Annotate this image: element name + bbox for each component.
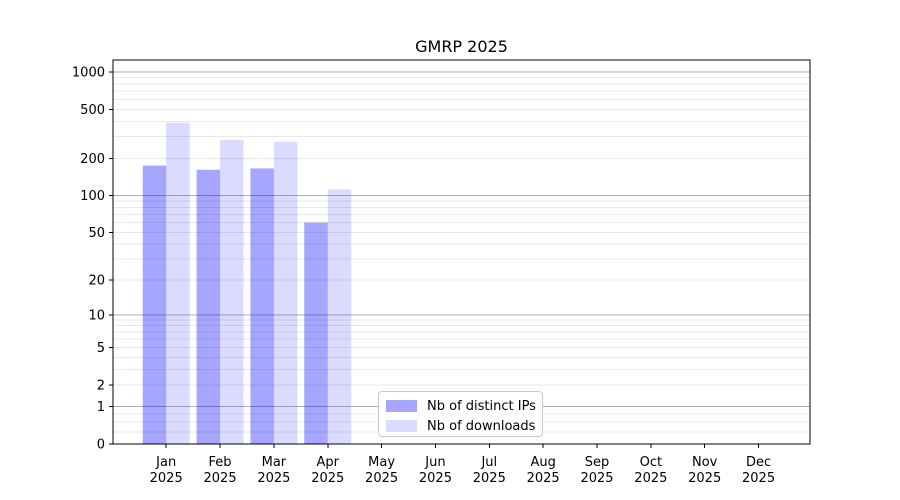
x-tick-label-year: 2025 <box>688 471 721 486</box>
axes-frame <box>112 59 811 445</box>
y-tick-label: 0 <box>97 438 105 453</box>
x-tick-label-year: 2025 <box>365 471 398 486</box>
y-tick-label: 100 <box>80 189 105 204</box>
y-tick-label: 1000 <box>72 66 105 81</box>
legend-label-distinct-ips: Nb of distinct IPs <box>427 398 536 414</box>
legend-swatch-distinct-ips <box>386 400 417 412</box>
x-tick-label-month: Jan <box>155 455 176 470</box>
legend: Nb of distinct IPs Nb of downloads <box>378 391 543 437</box>
y-tick-label: 5 <box>97 341 105 356</box>
x-tick-label-year: 2025 <box>742 471 775 486</box>
legend-label-downloads: Nb of downloads <box>427 418 536 434</box>
x-tick-label-year: 2025 <box>150 471 183 486</box>
x-tick-label-year: 2025 <box>634 471 667 486</box>
x-tick-label-year: 2025 <box>311 471 344 486</box>
x-tick-label-month: Aug <box>530 455 555 470</box>
x-tick-label-year: 2025 <box>257 471 290 486</box>
y-tick-label: 200 <box>80 152 105 167</box>
x-tick-label-year: 2025 <box>473 471 506 486</box>
x-tick-label-month: Mar <box>262 455 287 470</box>
x-tick-label-month: Oct <box>640 455 662 470</box>
bar-downloads-mar <box>273 141 298 444</box>
y-tick-label: 10 <box>88 308 105 323</box>
y-tick-label: 50 <box>88 226 105 241</box>
x-tick-label-month: Dec <box>746 455 771 470</box>
bar-downloads-feb <box>220 139 244 444</box>
bar-distinct-ips-jan <box>142 165 167 445</box>
x-tick-label-month: Apr <box>317 455 340 470</box>
bar-distinct-ips-mar <box>250 168 274 444</box>
x-tick-label-month: Nov <box>692 455 718 470</box>
x-tick-label-month: Sep <box>585 455 610 470</box>
bar-downloads-jan <box>166 122 190 445</box>
x-tick-label-year: 2025 <box>419 471 452 486</box>
x-tick-label-month: Feb <box>209 455 232 470</box>
y-tick-label: 20 <box>88 274 105 289</box>
legend-item-downloads: Nb of downloads <box>386 417 542 435</box>
bar-distinct-ips-apr <box>304 222 328 444</box>
x-tick-label-year: 2025 <box>204 471 237 486</box>
y-tick-label: 1 <box>97 400 105 415</box>
legend-item-distinct-ips: Nb of distinct IPs <box>386 397 542 415</box>
bar-distinct-ips-feb <box>196 169 221 445</box>
bar-downloads-apr <box>327 189 352 444</box>
x-tick-label-year: 2025 <box>527 471 560 486</box>
x-tick-label-month: Jul <box>480 455 497 470</box>
y-tick-label: 500 <box>80 103 105 118</box>
x-tick-label-month: Jun <box>424 455 445 470</box>
legend-swatch-downloads <box>386 420 417 432</box>
x-tick-label-year: 2025 <box>580 471 613 486</box>
y-tick-label: 2 <box>97 378 105 393</box>
chart-title: GMRP 2025 <box>415 37 508 56</box>
x-tick-label-month: May <box>368 455 395 470</box>
